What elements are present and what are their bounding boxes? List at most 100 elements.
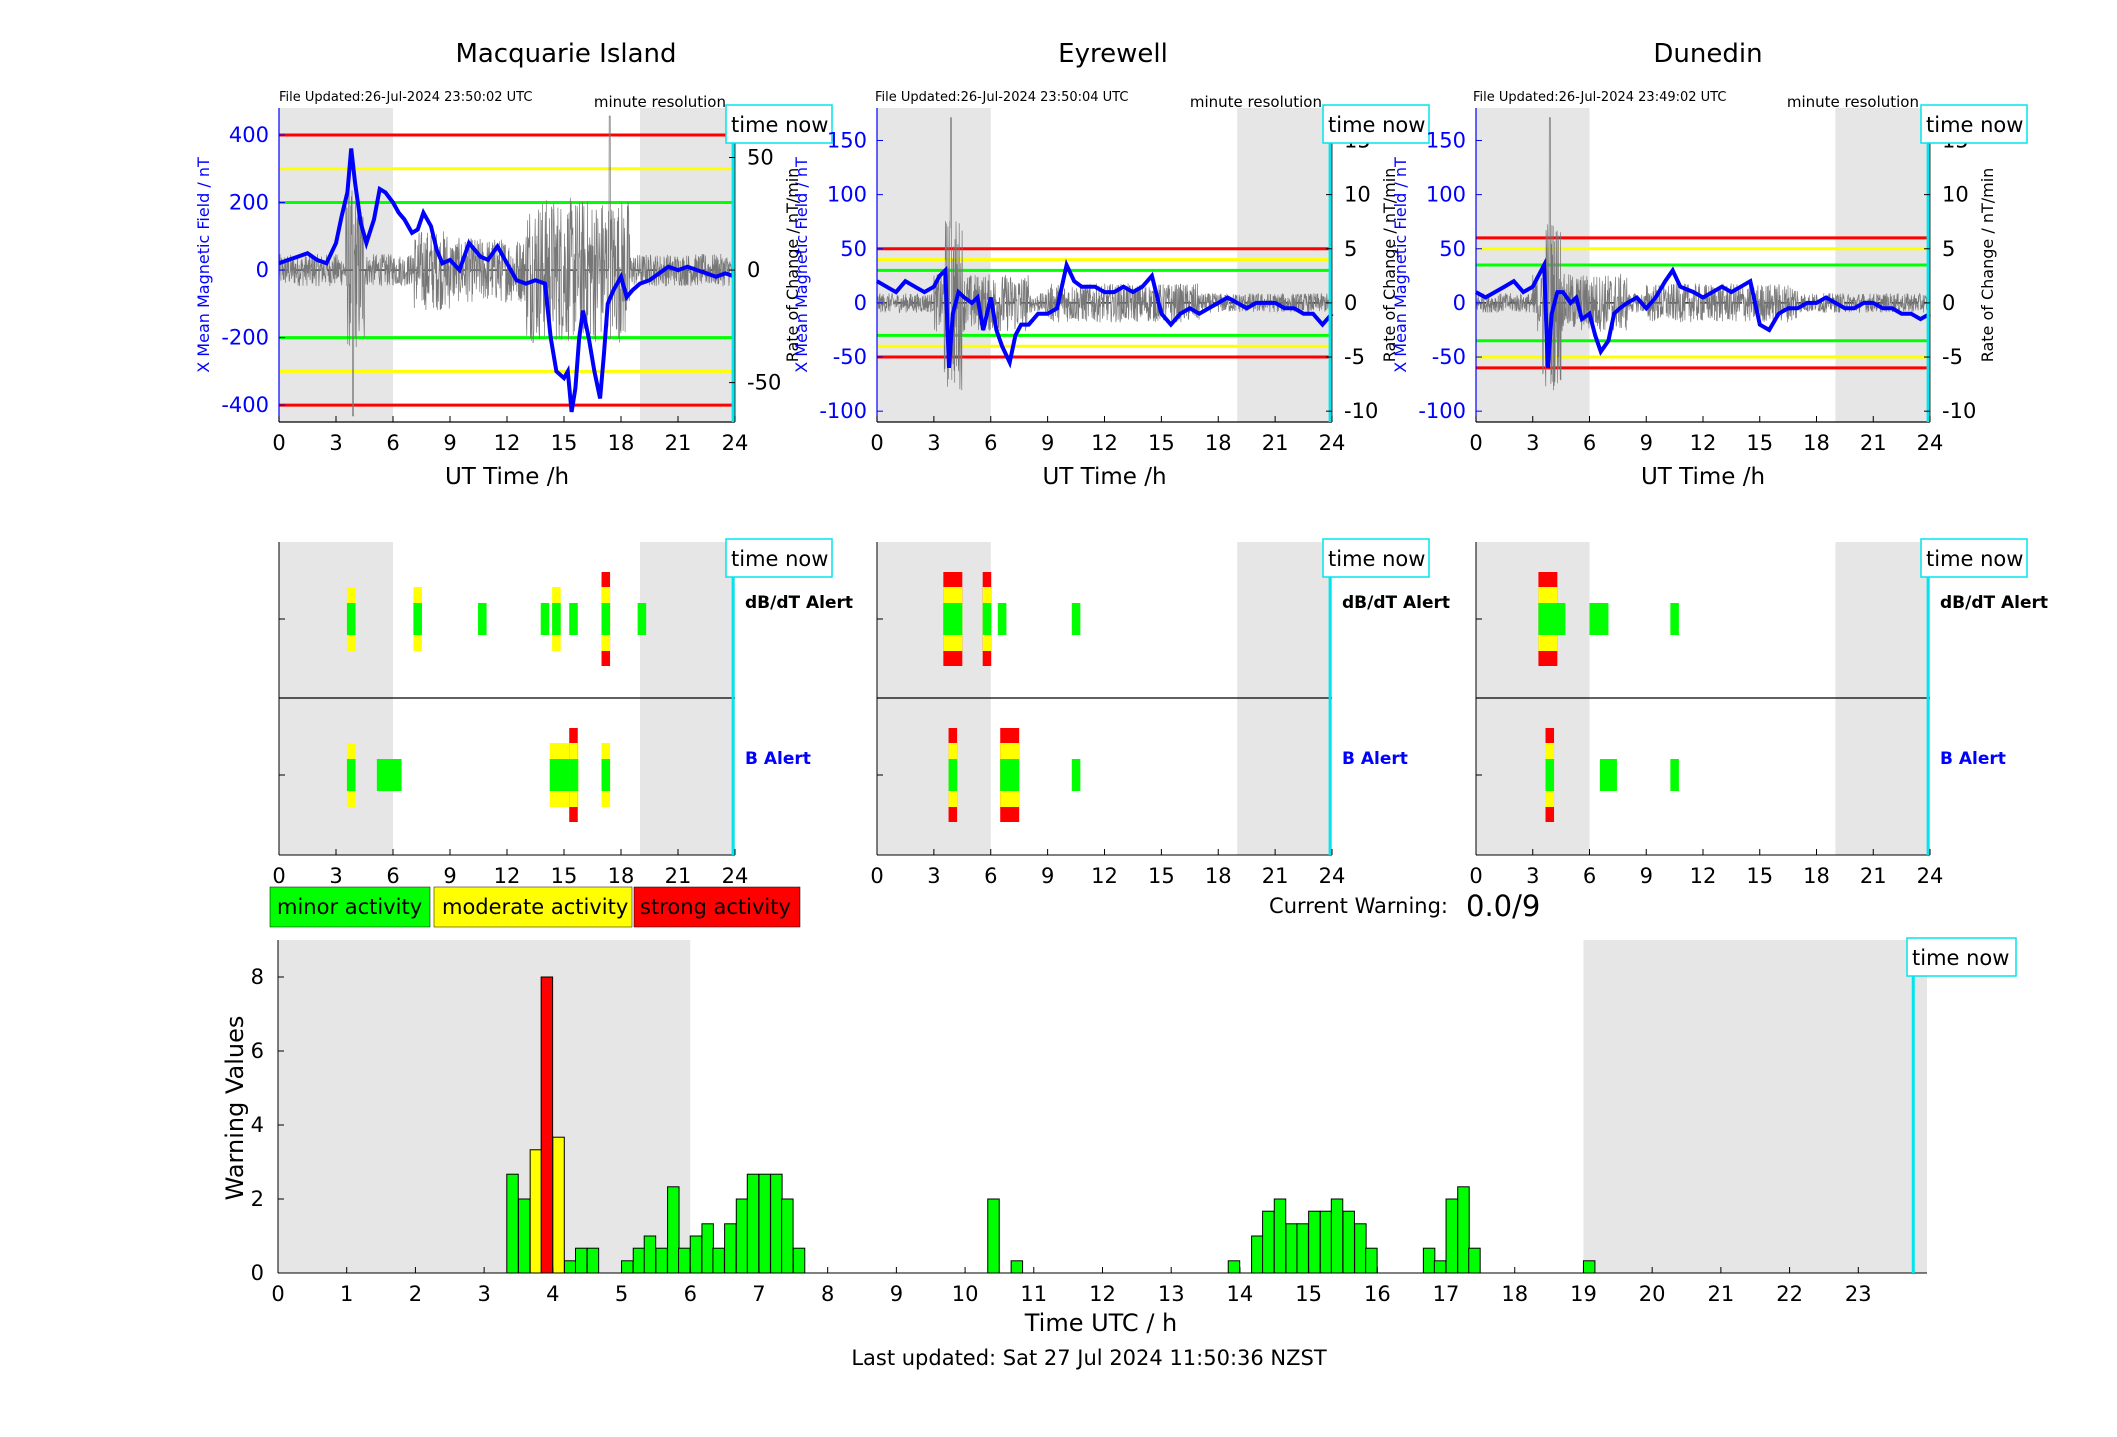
x-tick-label: 9 <box>1640 431 1653 455</box>
b-alert-mark-minor <box>1000 759 1020 791</box>
x-tick-label: 23 <box>1845 1282 1872 1306</box>
warning-bar <box>1251 1235 1264 1274</box>
left-tick-label: -100 <box>819 399 867 423</box>
x-tick-label: 14 <box>1227 1282 1254 1306</box>
warning-bar <box>517 1198 531 1274</box>
x-tick-label: 6 <box>984 431 997 455</box>
x-tick-label: 5 <box>615 1282 628 1306</box>
b-alert-mark-minor <box>1670 759 1679 791</box>
x-tick-label: 3 <box>1526 431 1539 455</box>
x-tick-label: 15 <box>1746 431 1773 455</box>
left-tick-label: 400 <box>229 123 269 147</box>
resolution-label: minute resolution <box>1190 93 1322 111</box>
warning-bar <box>1010 1260 1024 1274</box>
resolution-label: minute resolution <box>1787 93 1919 111</box>
warning-bar <box>1330 1198 1344 1274</box>
dbdt-alert-mark-minor <box>478 603 487 635</box>
x-tick-label: 12 <box>1091 864 1118 888</box>
x-tick-label: 18 <box>1803 431 1830 455</box>
time-now-label: time now <box>1328 113 1425 137</box>
last-updated: Last updated: Sat 27 Jul 2024 11:50:36 N… <box>851 1346 1327 1370</box>
warning-bar <box>1308 1210 1321 1274</box>
warning-bar <box>1354 1223 1367 1274</box>
left-axis-label: X Mean Magnetic Field / nT <box>792 157 811 373</box>
left-tick-label: -50 <box>833 345 867 369</box>
x-tick-label: 12 <box>494 431 521 455</box>
time-now-label: time now <box>1926 547 2023 571</box>
dbdt-alert-mark-minor <box>982 603 992 635</box>
warning-bar <box>1468 1247 1481 1274</box>
time-now-box <box>725 104 833 144</box>
x-tick-label: 12 <box>1690 431 1717 455</box>
right-tick-label: -10 <box>1344 399 1378 423</box>
time-now-label: time now <box>731 113 828 137</box>
x-tick-label: 22 <box>1776 1282 1803 1306</box>
warning-bar <box>655 1247 668 1274</box>
x-axis-label: UT Time /h <box>1641 464 1765 490</box>
x-tick-label: 3 <box>1526 864 1539 888</box>
warning-bar <box>792 1247 806 1274</box>
x-tick-label: 6 <box>386 864 399 888</box>
current-warning-label: Current Warning: <box>1269 894 1448 918</box>
x-tick-label: 12 <box>1091 431 1118 455</box>
bottom-ylabel: Warning Values <box>221 1016 249 1201</box>
alert-panel-1: 0 3 6 9 12 15 18 21 24 time now dB/dT Alert B Alert <box>870 538 1450 888</box>
panel-title: Macquarie Island <box>455 39 676 69</box>
warning-bar <box>575 1247 588 1274</box>
b-alert-mark-minor <box>1071 759 1081 791</box>
x-tick-label: 6 <box>684 1282 697 1306</box>
x-tick-label: 21 <box>1860 431 1887 455</box>
x-tick-label: 0 <box>1469 864 1482 888</box>
x-tick-label: 21 <box>665 864 692 888</box>
x-tick-label: 24 <box>1319 431 1346 455</box>
x-tick-label: 18 <box>1501 1282 1528 1306</box>
left-tick-label: 0 <box>1453 291 1466 315</box>
x-tick-label: 15 <box>1148 864 1175 888</box>
dbdt-alert-mark-minor <box>637 603 647 635</box>
dbdt-alert-mark-minor <box>552 603 561 635</box>
x-tick-label: 19 <box>1570 1282 1597 1306</box>
x-tick-label: 16 <box>1364 1282 1391 1306</box>
left-tick-label: 0 <box>256 258 269 282</box>
warning-bar <box>1445 1198 1458 1274</box>
alert-panel-0: 0 3 6 9 12 15 18 21 24 time now dB/dT Alert B Alert <box>272 538 853 888</box>
warning-bar <box>540 976 554 1274</box>
legend-swatch-strong <box>633 886 801 928</box>
y-tick-label: 4 <box>251 1113 264 1137</box>
x-tick-label: 9 <box>1041 431 1054 455</box>
x-tick-label: 15 <box>551 864 578 888</box>
warning-bar <box>529 1149 543 1274</box>
x-tick-label: 21 <box>665 431 692 455</box>
warning-bar <box>1262 1210 1275 1274</box>
x-tick-label: 10 <box>952 1282 979 1306</box>
time-now-box <box>1322 104 1430 144</box>
left-axis-label: X Mean Magnetic Field / nT <box>1391 157 1410 373</box>
x-tick-label: 17 <box>1433 1282 1460 1306</box>
warning-bar <box>1582 1260 1596 1274</box>
field-series-line <box>278 148 736 413</box>
dbdt-alert-mark-minor <box>1589 603 1609 635</box>
x-tick-label: 3 <box>329 431 342 455</box>
warning-bar <box>770 1173 783 1274</box>
right-tick-label: 5 <box>1344 237 1357 261</box>
x-tick-label: 21 <box>1262 431 1289 455</box>
bottom-xlabel: Time UTC / h <box>1024 1309 1178 1337</box>
right-tick-label: 10 <box>1942 183 1969 207</box>
x-tick-label: 13 <box>1158 1282 1185 1306</box>
x-tick-label: 3 <box>477 1282 490 1306</box>
x-tick-label: 3 <box>927 431 940 455</box>
legend-swatch-minor <box>269 886 431 928</box>
night-shade-region <box>278 940 691 1273</box>
warning-bar <box>1422 1247 1436 1274</box>
dbdt-alert-label: dB/dT Alert <box>745 593 853 613</box>
x-tick-label: 0 <box>870 864 883 888</box>
warning-bar <box>1285 1223 1298 1274</box>
time-now-label: time now <box>1912 946 2009 970</box>
right-tick-label: -5 <box>1942 345 1963 369</box>
dbdt-alert-mark-minor <box>601 603 611 635</box>
field-series-line <box>1475 257 1931 369</box>
